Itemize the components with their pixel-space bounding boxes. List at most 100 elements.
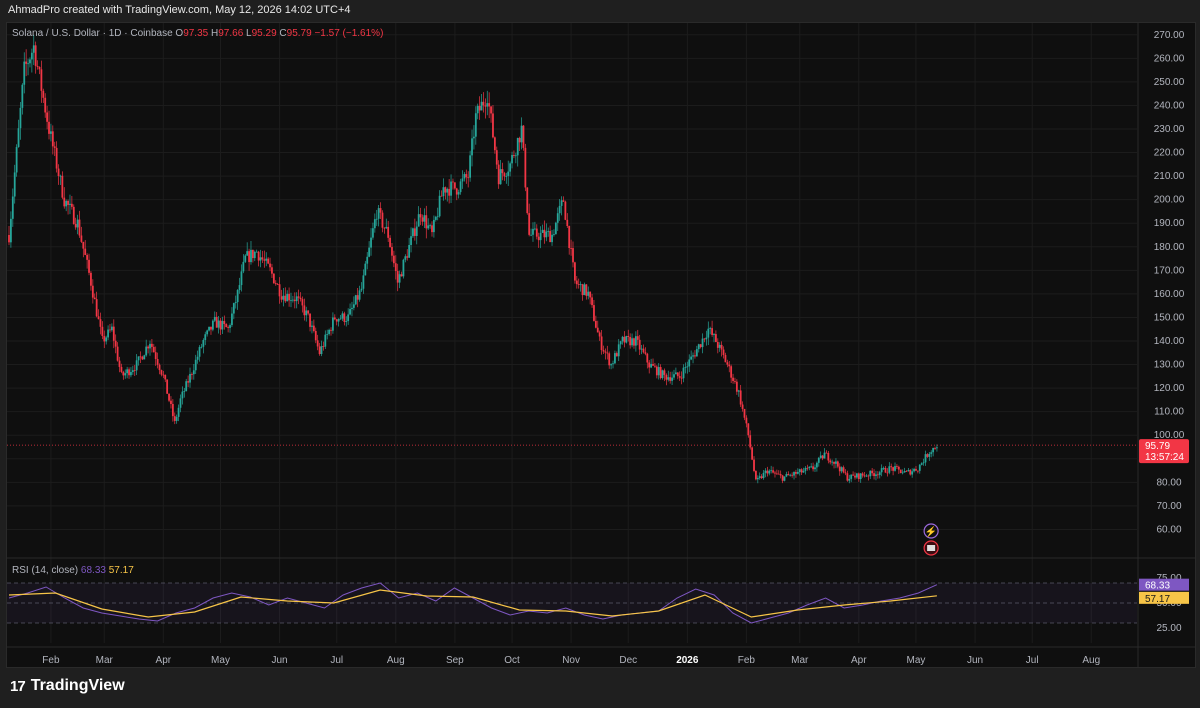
candle-body (124, 373, 127, 376)
candle-body (337, 318, 340, 322)
candle-body (221, 320, 224, 330)
candle-body (772, 470, 774, 473)
price-tick-label: 240.00 (1154, 100, 1185, 111)
open-label: O (175, 28, 184, 39)
candle-body (206, 330, 209, 335)
candle-body (131, 370, 134, 372)
candle-body (404, 256, 407, 260)
candle-body (863, 475, 866, 477)
candle-body (149, 343, 151, 349)
chart-credit: AhmadPro created with TradingView.com, M… (8, 4, 351, 16)
candle-body (612, 363, 614, 365)
candle-body (284, 295, 287, 302)
candle-body (15, 147, 18, 173)
time-tick-label: Mar (96, 655, 114, 666)
candle-body (541, 229, 544, 233)
candle-body (703, 338, 706, 340)
candle-body (918, 464, 921, 471)
candle-body (873, 473, 875, 477)
candle-body (844, 472, 847, 474)
candle-body (810, 466, 813, 468)
candle-body (459, 181, 462, 193)
price-tick-label: 270.00 (1154, 30, 1185, 41)
price-chart[interactable]: Feb Mar Apr May Jun Jul Aug Sep Oct Nov Dec 2026 Feb… (7, 23, 1195, 667)
candle-body (812, 466, 814, 470)
candle-body (903, 470, 906, 473)
candle-body (147, 346, 149, 349)
candle-body (825, 452, 828, 454)
candle-body (760, 476, 763, 479)
candle-body (743, 408, 746, 418)
candle-body (682, 367, 685, 379)
candle-body (861, 473, 864, 476)
candle-body (110, 326, 113, 331)
candle-body (669, 377, 672, 381)
price-tick-label: 200.00 (1154, 195, 1185, 206)
candle-body (194, 359, 197, 371)
price-tick-label: 220.00 (1154, 148, 1185, 159)
rsi-tick-label: 25.00 (1156, 623, 1181, 634)
candle-body (713, 334, 715, 335)
candle-body (575, 280, 578, 285)
candle-body (116, 346, 119, 361)
candle-body (265, 258, 268, 261)
candle-body (701, 338, 704, 348)
time-tick-label: Feb (42, 655, 60, 666)
candle-body (694, 355, 696, 357)
candle-body (278, 284, 281, 297)
candle-body (520, 125, 523, 143)
candle-body (425, 215, 428, 229)
chart-frame[interactable]: Feb Mar Apr May Jun Jul Aug Sep Oct Nov Dec 2026 Feb… (6, 22, 1196, 668)
candle-body (345, 321, 348, 322)
candle-body (120, 366, 123, 372)
candle-body (316, 340, 319, 347)
candle-body (183, 391, 186, 392)
candle-body (51, 131, 54, 147)
candle-body (23, 61, 26, 85)
candle-body (347, 314, 350, 322)
candle-body (833, 461, 835, 464)
candle-body (509, 163, 512, 172)
candle-body (720, 344, 723, 350)
candle-body (827, 453, 830, 461)
candle-body (152, 346, 155, 353)
rsi-tick-label: 75.00 (1156, 573, 1181, 584)
candle-body (364, 263, 367, 276)
candle-body (179, 398, 182, 408)
candle-body (886, 472, 889, 474)
candle-body (876, 474, 879, 476)
candle-body (335, 319, 338, 322)
candle-body (503, 173, 506, 177)
candle-body (27, 63, 29, 65)
time-tick-label: Apr (851, 655, 867, 666)
candle-body (276, 284, 279, 285)
candle-body (297, 296, 300, 298)
candle-body (629, 337, 632, 346)
candle-body (705, 337, 708, 340)
time-tick-label: May (211, 655, 230, 666)
candle-body (204, 334, 207, 341)
candle-body (730, 366, 733, 378)
candle-body (490, 106, 492, 114)
candle-body (408, 245, 411, 258)
candle-body (88, 259, 90, 273)
candle-body (674, 372, 677, 375)
candle-body (905, 470, 908, 472)
candle-body (398, 274, 401, 283)
candle-body (133, 370, 136, 371)
candle-body (570, 248, 572, 249)
candle-body (166, 379, 169, 394)
candle-body (577, 284, 580, 285)
candle-body (290, 299, 292, 301)
lightning-icon (923, 523, 939, 539)
candle-body (392, 255, 395, 264)
candle-body (50, 131, 52, 134)
candle-body (473, 136, 475, 139)
candle-body (225, 324, 228, 328)
candle-body (867, 475, 870, 477)
candle-body (21, 84, 24, 108)
candle-body (328, 329, 331, 334)
candle-body (442, 187, 445, 197)
candle-body (802, 470, 805, 473)
candle-body (322, 346, 325, 347)
